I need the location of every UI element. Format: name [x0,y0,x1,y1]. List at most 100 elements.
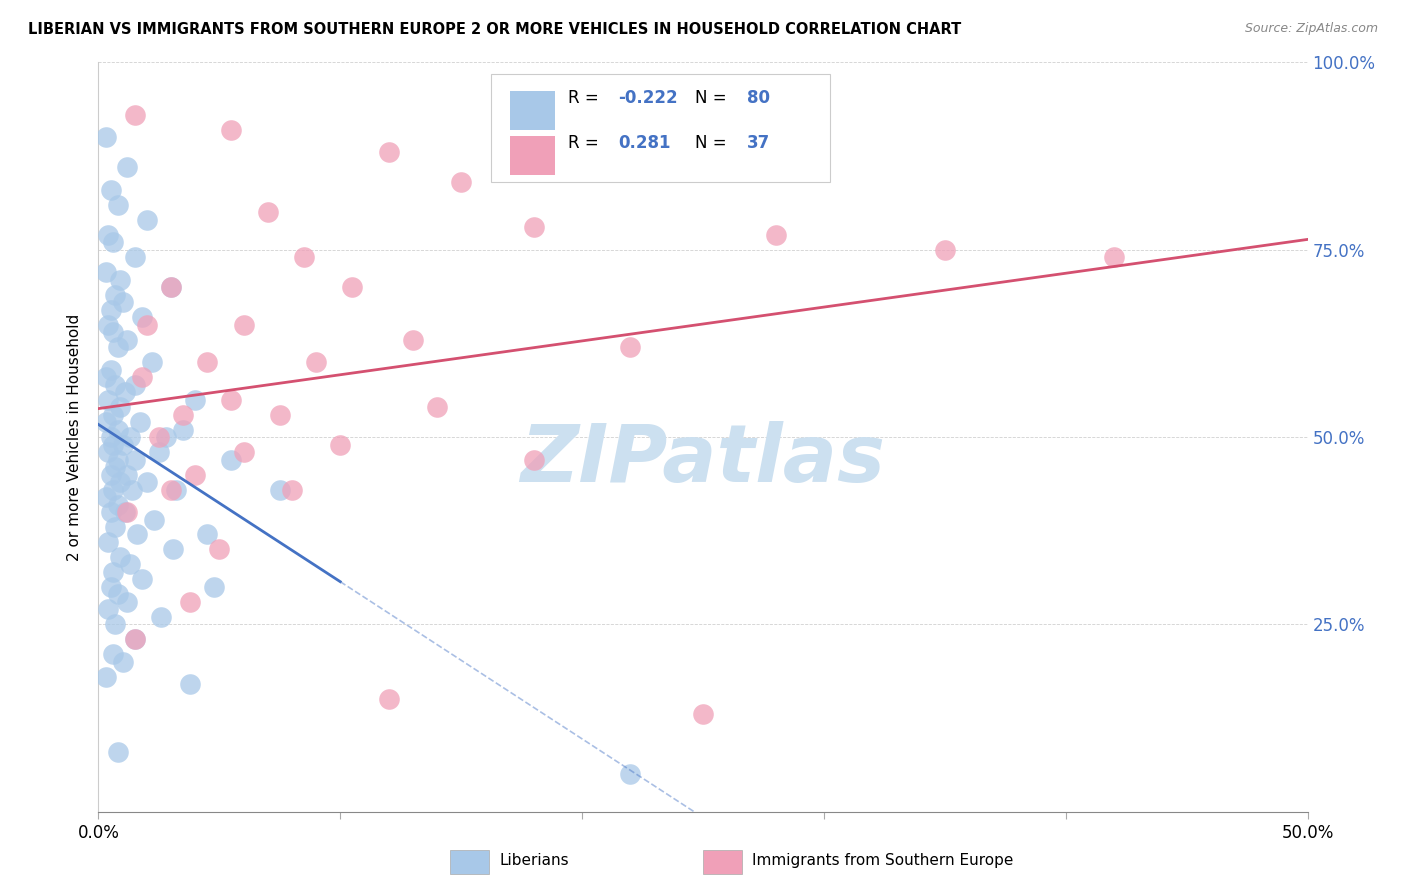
Point [305,355,328,369]
Point [108,549,131,564]
Point [619,767,641,781]
Point [100,362,122,376]
Point [114,385,136,400]
Point [108,475,131,489]
FancyBboxPatch shape [703,849,742,874]
Point [101,235,124,250]
Point [150,610,173,624]
Point [121,483,143,497]
Point [377,692,399,706]
Point [124,108,146,122]
Point [101,648,124,662]
Point [111,655,134,669]
Point [114,505,136,519]
Point [94,265,117,279]
Point [135,212,157,227]
Point [100,302,122,317]
Point [221,452,243,467]
Point [165,483,187,497]
Point [221,123,243,137]
Text: LIBERIAN VS IMMIGRANTS FROM SOUTHERN EUROPE 2 OR MORE VEHICLES IN HOUSEHOLD CORR: LIBERIAN VS IMMIGRANTS FROM SOUTHERN EUR… [28,22,962,37]
FancyBboxPatch shape [509,91,555,130]
Point [97,445,120,459]
Point [107,198,129,212]
Y-axis label: 2 or more Vehicles in Household: 2 or more Vehicles in Household [67,313,83,561]
Point [426,400,449,414]
Point [292,250,315,264]
Point [101,408,124,422]
FancyBboxPatch shape [509,136,555,175]
Point [101,437,124,451]
Point [281,483,304,497]
Point [117,505,139,519]
Point [128,415,150,429]
Point [135,475,157,489]
Point [118,558,141,572]
Point [111,437,134,451]
Point [124,377,146,392]
Point [127,527,149,541]
Point [97,318,120,332]
Point [232,318,254,332]
Point [148,445,170,459]
Point [160,280,183,294]
Text: Immigrants from Southern Europe: Immigrants from Southern Europe [752,854,1014,868]
Point [377,145,399,160]
Point [131,573,153,587]
Point [107,587,129,601]
Point [124,250,146,264]
Text: Source: ZipAtlas.com: Source: ZipAtlas.com [1244,22,1378,36]
Point [131,370,153,384]
Point [104,617,127,632]
Point [765,227,787,242]
Point [523,220,546,235]
Point [204,580,226,594]
Point [100,505,122,519]
Point [162,542,184,557]
Point [94,415,117,429]
Point [97,602,120,616]
Point [104,377,127,392]
Point [232,445,254,459]
Point [124,452,146,467]
Point [934,243,956,257]
Point [107,423,129,437]
Point [100,430,122,444]
Point [195,527,218,541]
Point [124,632,146,647]
Point [342,280,364,294]
FancyBboxPatch shape [492,74,830,182]
Point [97,227,120,242]
Text: 80: 80 [747,89,769,107]
Point [107,745,129,759]
Point [135,318,157,332]
Point [1102,250,1125,264]
Point [94,130,117,145]
FancyBboxPatch shape [450,849,489,874]
Point [402,333,425,347]
Point [94,490,117,504]
Point [619,340,641,354]
Point [108,400,131,414]
Point [104,287,127,301]
Point [100,580,122,594]
Point [256,205,278,219]
Point [179,677,201,691]
Point [117,333,139,347]
Text: -0.222: -0.222 [619,89,678,107]
Point [148,430,170,444]
Point [523,452,546,467]
Point [107,498,129,512]
Text: ZIPatlas: ZIPatlas [520,420,886,499]
Point [97,535,120,549]
Point [172,423,194,437]
Point [101,483,124,497]
Point [155,430,177,444]
Text: 37: 37 [747,135,769,153]
Point [100,183,122,197]
Point [101,565,124,579]
Point [94,670,117,684]
Point [131,310,153,325]
Point [329,437,352,451]
Point [172,408,194,422]
